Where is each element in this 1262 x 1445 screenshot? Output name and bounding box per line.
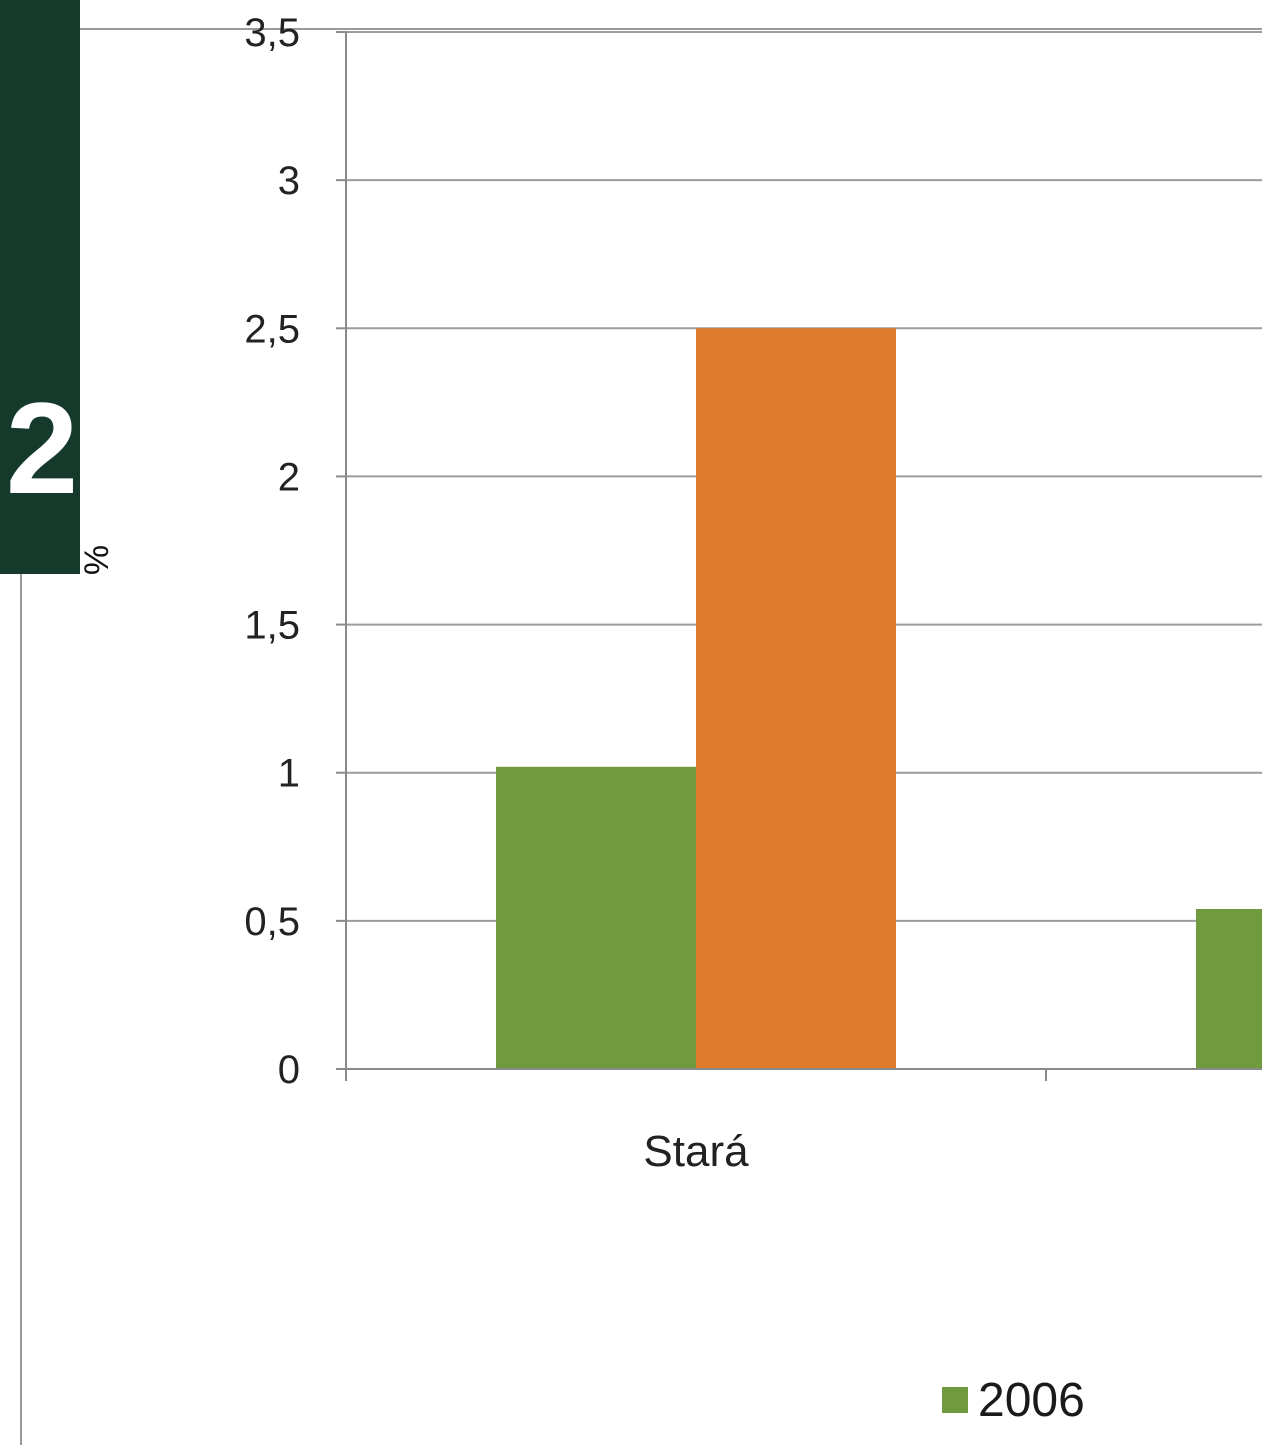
y-tick-label: 1,5 [244, 604, 300, 648]
y-tick-label: 3,5 [244, 11, 300, 55]
y-tick-label: 0,5 [244, 900, 300, 944]
bar-orange-0 [696, 328, 896, 1069]
y-tick-label: 2 [278, 455, 300, 499]
chapter-number: 2 [5, 375, 78, 521]
y-tick-label: 0 [278, 1048, 300, 1092]
page-left-rule [20, 574, 22, 1445]
y-tick-label: 1 [278, 752, 300, 796]
x-category-label: Stará [643, 1127, 749, 1176]
bar-green-1 [1196, 909, 1262, 1069]
legend-label-2006: 2006 [978, 1373, 1085, 1427]
y-tick-label: 3 [278, 159, 300, 203]
legend-swatch-2006 [942, 1387, 968, 1413]
bar-green-0 [496, 766, 696, 1069]
chapter-tab: 2 [0, 0, 80, 574]
page-top-rule [0, 28, 1262, 30]
chart-legend: 2006 [942, 1373, 1085, 1427]
y-tick-label: 2,5 [244, 307, 300, 351]
